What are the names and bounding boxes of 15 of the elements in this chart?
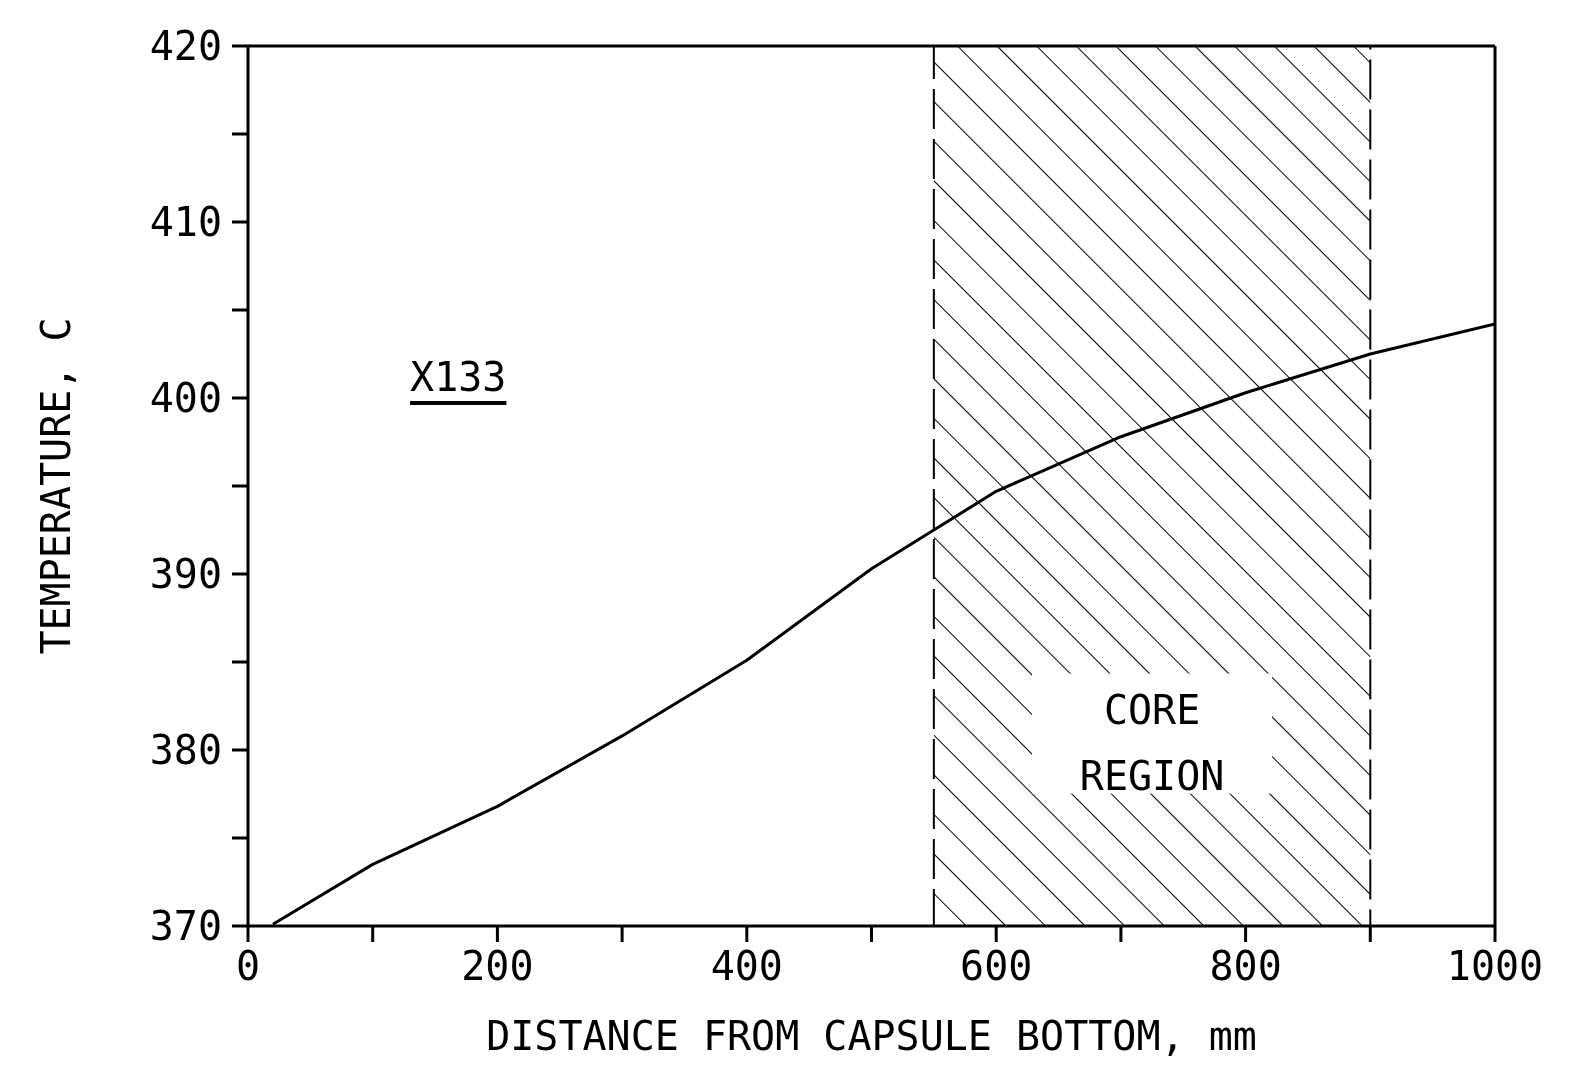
y-tick-label: 410: [149, 199, 222, 246]
band-label: CORE REGION: [1079, 686, 1225, 799]
y-tick-label: 420: [149, 23, 222, 70]
y-tick-label: 380: [149, 727, 222, 774]
x-tick-label: 1000: [1446, 943, 1544, 990]
y-tick-label: 370: [149, 903, 222, 950]
x-tick-label: 600: [960, 943, 1033, 990]
y-tick-label: 390: [149, 551, 222, 598]
x-tick-label: 800: [1209, 943, 1282, 990]
x-tick-label: 400: [710, 943, 783, 990]
x-axis-title: DISTANCE FROM CAPSULE BOTTOM, mm: [486, 1013, 1257, 1059]
y-axis-title: TEMPERATURE, C: [33, 317, 80, 655]
y-tick-label: 400: [149, 375, 222, 422]
x-tick-label: 200: [461, 943, 534, 990]
x-tick-label: 0: [235, 943, 261, 990]
